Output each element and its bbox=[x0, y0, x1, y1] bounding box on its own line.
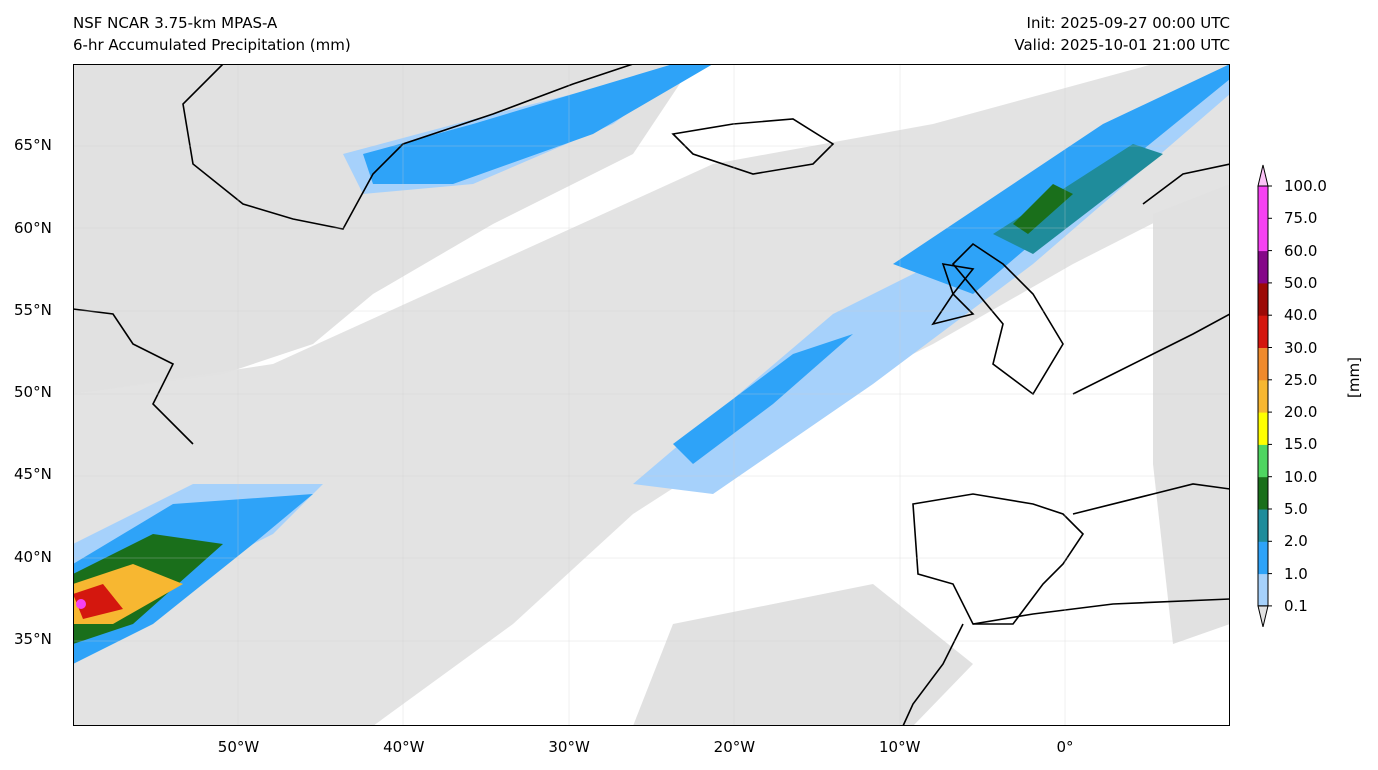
lon-label: 40°W bbox=[383, 738, 425, 756]
precipitation-map bbox=[73, 64, 1230, 726]
colorbar-segment bbox=[1258, 186, 1268, 219]
precip-moderate bbox=[73, 64, 1230, 664]
colorbar-extend-max bbox=[1257, 164, 1269, 187]
colorbar-segment bbox=[1258, 541, 1268, 575]
colorbar-segment bbox=[1258, 509, 1268, 542]
colorbar-label: 60.0 bbox=[1284, 241, 1318, 260]
colorbar-segment bbox=[1258, 347, 1268, 381]
colorbar-segment bbox=[1258, 250, 1268, 284]
lat-label: 35°N bbox=[14, 629, 52, 648]
colorbar-segment bbox=[1258, 476, 1268, 510]
colorbar-segment bbox=[1258, 282, 1268, 316]
colorbar-label: 1.0 bbox=[1284, 564, 1308, 583]
valid-time: Valid: 2025-10-01 21:00 UTC bbox=[1014, 36, 1230, 54]
gridlines bbox=[73, 64, 1230, 726]
colorbar-label: 15.0 bbox=[1284, 435, 1318, 454]
colorbar-segment bbox=[1258, 573, 1268, 607]
colorbar-extend-min bbox=[1257, 605, 1269, 628]
coastlines bbox=[73, 64, 1230, 726]
colorbar-label: 10.0 bbox=[1284, 467, 1318, 486]
lon-label: 10°W bbox=[878, 738, 921, 756]
lat-label: 45°N bbox=[14, 465, 52, 484]
colorbar-segment bbox=[1258, 218, 1268, 252]
colorbar-label: 100.0 bbox=[1284, 177, 1327, 195]
title-field: 6-hr Accumulated Precipitation (mm) bbox=[73, 36, 351, 54]
colorbar-segment bbox=[1258, 444, 1268, 478]
colorbar-label: 50.0 bbox=[1284, 273, 1318, 292]
colorbar-unit: [mm] bbox=[1345, 357, 1363, 398]
lat-label: 65°N bbox=[14, 136, 52, 155]
lat-label: 40°N bbox=[14, 547, 52, 566]
lon-label: 20°W bbox=[713, 738, 756, 756]
lat-label: 55°N bbox=[14, 300, 52, 319]
colorbar-segment bbox=[1258, 379, 1268, 413]
init-time: Init: 2025-09-27 00:00 UTC bbox=[1026, 14, 1230, 32]
colorbar-label: 2.0 bbox=[1284, 532, 1308, 551]
colorbar-label: 5.0 bbox=[1284, 500, 1308, 518]
lon-label: 0° bbox=[1056, 738, 1074, 756]
colorbar-segment bbox=[1258, 412, 1268, 445]
colorbar bbox=[1257, 164, 1272, 628]
colorbar-segment bbox=[1258, 315, 1268, 348]
lat-label: 50°N bbox=[14, 383, 52, 401]
colorbar-label: 30.0 bbox=[1284, 338, 1318, 357]
title-model: NSF NCAR 3.75-km MPAS-A bbox=[73, 14, 278, 32]
lon-label: 50°W bbox=[217, 738, 260, 756]
colorbar-label: 25.0 bbox=[1284, 370, 1318, 389]
colorbar-label: 75.0 bbox=[1284, 209, 1318, 228]
lat-label: 60°N bbox=[14, 218, 52, 237]
lon-label: 30°W bbox=[548, 738, 590, 756]
map-frame bbox=[73, 64, 1230, 726]
colorbar-label: 20.0 bbox=[1284, 403, 1318, 422]
colorbar-label: 40.0 bbox=[1284, 306, 1318, 325]
colorbar-label: 0.1 bbox=[1284, 596, 1308, 615]
